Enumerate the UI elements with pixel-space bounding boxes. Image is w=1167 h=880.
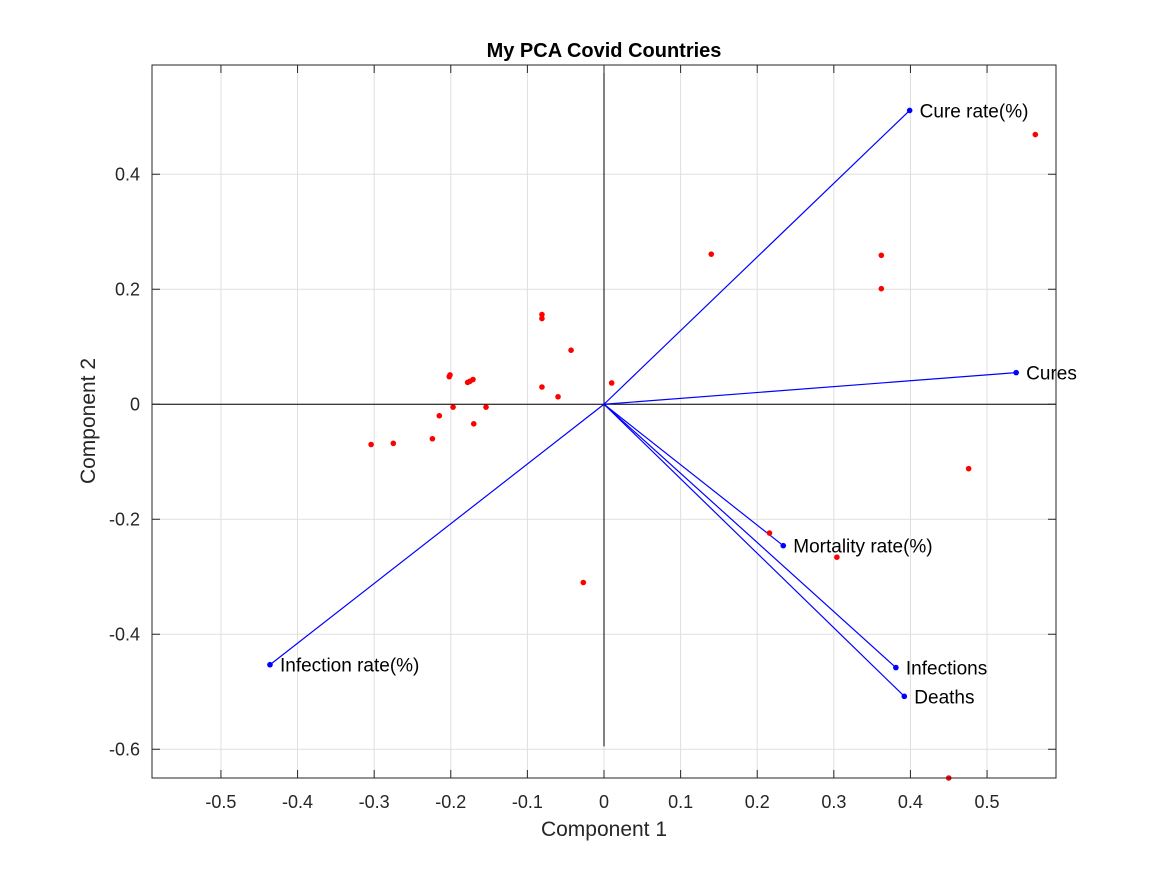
axis-ticks <box>152 65 1056 778</box>
score-point <box>555 393 561 400</box>
x-tick-label: -0.3 <box>359 792 390 812</box>
loading-vector <box>603 109 911 405</box>
loading-label: Infection rate(%) <box>280 656 419 677</box>
score-point <box>539 311 545 318</box>
x-tick-label: -0.4 <box>282 792 313 812</box>
x-tick-label: 0.2 <box>745 792 770 812</box>
x-tick-labels: -0.5 -0.4 -0.3 -0.2 -0.1 0 0.1 0.2 0.3 0.4 0.5 <box>205 792 999 812</box>
x-tick-label: 0.4 <box>898 792 923 812</box>
score-point <box>446 373 453 380</box>
score-point <box>708 251 715 257</box>
loading-label: Mortality rate(%) <box>793 537 932 558</box>
loading-endpoint <box>906 107 913 114</box>
y-tick-label: -0.2 <box>109 509 140 529</box>
y-tick-label: 0 <box>130 394 140 414</box>
chart-title: My PCA Covid Countries <box>487 40 722 62</box>
y-tick-label: 0.4 <box>115 164 140 184</box>
score-point <box>450 404 456 410</box>
loading-label: Cures <box>1026 364 1077 385</box>
loading-endpoint <box>901 693 908 700</box>
loading-endpoint <box>893 664 899 671</box>
x-tick-label: 0.3 <box>821 792 846 812</box>
x-axis-label: Component 1 <box>541 818 667 841</box>
y-tick-label: 0.2 <box>115 279 140 299</box>
loading-vectors <box>267 107 1019 700</box>
score-point <box>1032 131 1039 138</box>
score-point <box>429 435 436 442</box>
x-tick-label: -0.5 <box>205 792 236 812</box>
loading-endpoint <box>1013 369 1019 376</box>
x-tick-label: 0.5 <box>975 792 1000 812</box>
x-tick-label: 0.1 <box>668 792 693 812</box>
x-tick-label: -0.1 <box>512 792 543 812</box>
loading-vector <box>603 372 1017 405</box>
score-point <box>878 252 885 259</box>
loading-label: Infections <box>906 659 987 680</box>
score-point <box>390 440 397 447</box>
y-tick-label: -0.6 <box>109 739 140 759</box>
score-point <box>878 285 885 292</box>
score-point <box>470 421 477 427</box>
y-tick-label: -0.4 <box>109 624 140 644</box>
score-point <box>539 384 545 390</box>
score-point <box>965 465 972 472</box>
loading-endpoint <box>267 661 273 668</box>
score-point <box>483 404 489 410</box>
score-point <box>539 315 545 322</box>
loading-labels: Cure rate(%) Cures Mortality rate(%) Infect… <box>280 101 1077 708</box>
score-point <box>834 554 840 560</box>
score-point <box>766 530 773 536</box>
x-tick-label: -0.2 <box>435 792 466 812</box>
score-point <box>608 380 615 386</box>
score-points <box>368 131 1039 781</box>
score-point <box>368 441 374 448</box>
loading-vector <box>269 403 605 666</box>
loading-vector <box>603 403 784 547</box>
loading-endpoint <box>780 542 787 549</box>
score-point <box>580 579 587 586</box>
y-tick-labels: -0.6 -0.4 -0.2 0 0.2 0.4 <box>109 164 140 759</box>
y-axis-label: Component 2 <box>77 358 100 484</box>
x-tick-label: 0 <box>599 792 609 812</box>
loading-vector <box>603 403 897 669</box>
score-point <box>568 347 574 354</box>
loading-vector <box>603 403 905 697</box>
score-point <box>436 412 443 419</box>
score-point <box>464 379 471 386</box>
loading-label: Cure rate(%) <box>920 101 1029 122</box>
loading-label: Deaths <box>914 687 974 708</box>
